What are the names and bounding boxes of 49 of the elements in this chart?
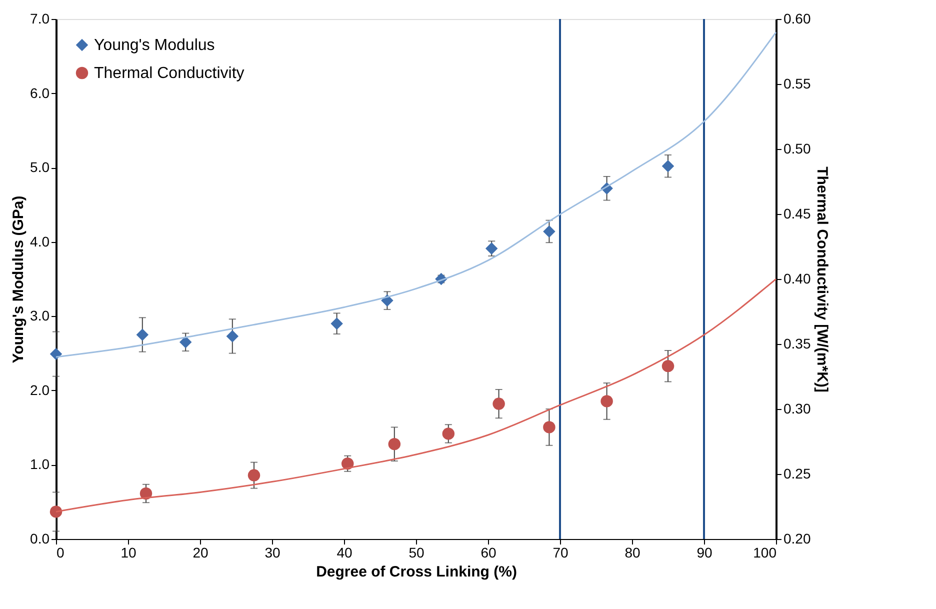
point — [662, 160, 674, 172]
legend-label: Thermal Conductivity — [94, 65, 244, 82]
point — [492, 398, 505, 410]
y2-tick-label: 0.50 — [784, 140, 811, 156]
point — [248, 469, 260, 482]
x-tick-label: 70 — [552, 544, 568, 560]
x-tick-label: 100 — [753, 544, 777, 560]
x-tick-label: 90 — [696, 544, 712, 560]
y-tick-label: 6.0 — [30, 84, 50, 101]
y-tick-label: 2.0 — [30, 382, 50, 398]
point — [543, 421, 556, 434]
x-tick-label: 60 — [480, 544, 496, 560]
point — [50, 506, 62, 518]
x-tick-label: 40 — [336, 544, 352, 560]
x-tick-label: 80 — [624, 544, 640, 560]
y-axis-title: Young's Modulus (GPa) — [10, 196, 28, 364]
point — [442, 428, 455, 440]
point — [136, 328, 149, 341]
y-tick-label: 7.0 — [30, 10, 50, 26]
y2-tick-label: 0.45 — [784, 206, 811, 222]
point — [330, 317, 343, 330]
point — [662, 360, 674, 372]
x-tick-label: 50 — [408, 544, 424, 560]
x-tick-label: 0 — [56, 544, 64, 560]
point — [50, 348, 62, 360]
y-tick-label: 4.0 — [30, 233, 50, 250]
point — [543, 225, 556, 238]
x-tick-label: 10 — [120, 544, 136, 560]
y-tick-label: 5.0 — [30, 159, 50, 176]
y2-tick-label: 0.35 — [784, 336, 811, 352]
y2-tick-label: 0.55 — [784, 76, 811, 92]
y2-axis-title: Thermal Conductivity [W/(m*K)] — [814, 166, 831, 392]
x-axis-title: Degree of Cross Linking (%) — [316, 564, 517, 580]
x-tick-label: 20 — [192, 544, 208, 560]
y-tick-label: 0.0 — [30, 530, 50, 546]
point — [600, 395, 613, 408]
y-tick-label: 3.0 — [30, 308, 50, 324]
point — [388, 438, 401, 450]
y2-tick-label: 0.40 — [784, 270, 811, 286]
y2-tick-label: 0.25 — [784, 466, 811, 482]
x-tick-label: 30 — [264, 544, 280, 560]
point — [179, 336, 192, 348]
y2-tick-label: 0.60 — [784, 10, 811, 26]
y-tick-label: 1.0 — [30, 456, 50, 472]
y2-tick-label: 0.20 — [784, 530, 811, 546]
legend-label: Young's Modulus — [94, 37, 215, 54]
point — [226, 330, 239, 342]
y2-tick-label: 0.30 — [784, 400, 811, 416]
point — [485, 242, 498, 255]
